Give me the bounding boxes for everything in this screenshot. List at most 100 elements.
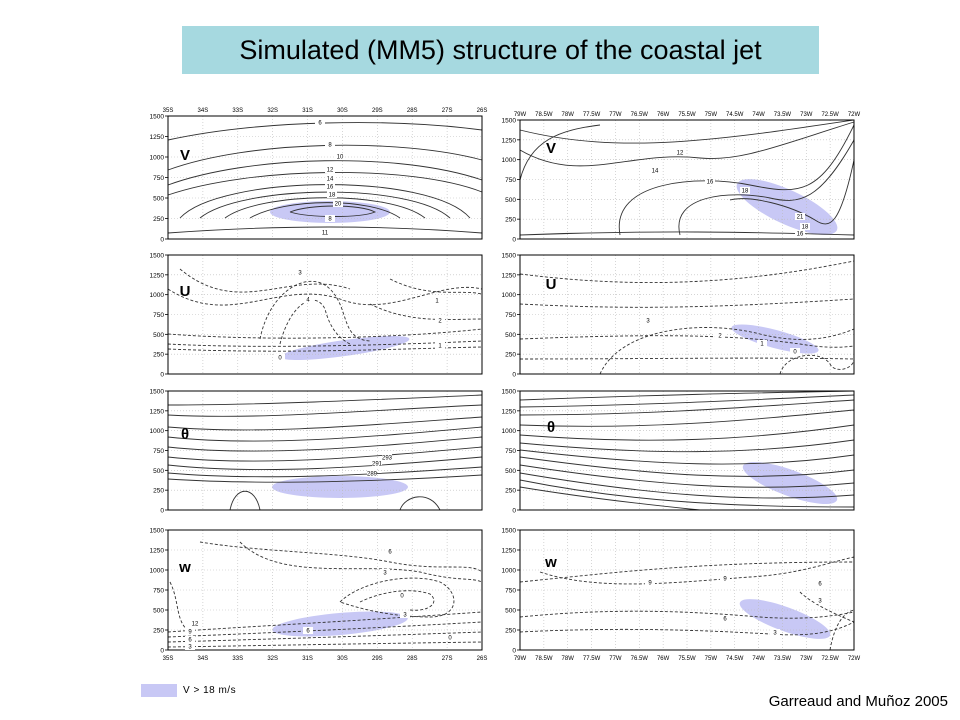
plot-group: 1500 1250 1000 750 500 250 0 3 2 1 0 bbox=[502, 253, 855, 379]
contour-label-bg bbox=[327, 191, 337, 198]
panel-right-v: 1500 1250 1000 750 500 250 0 79W 78.5W 78W 77.5W 77… bbox=[500, 100, 862, 245]
y-tick-label: 1000 bbox=[150, 292, 165, 299]
contour-line bbox=[519, 231, 855, 236]
contour-label-bg bbox=[645, 579, 655, 586]
contour-line bbox=[167, 287, 483, 306]
contour-label-bg bbox=[320, 229, 330, 236]
y-tick-label: 1000 bbox=[150, 155, 165, 162]
contour-line bbox=[519, 357, 855, 360]
x-tick-label: 74.5W bbox=[726, 112, 744, 118]
contour-line bbox=[179, 268, 351, 293]
y-tick-label: 500 bbox=[505, 332, 516, 339]
contour-label: 18 bbox=[742, 189, 749, 195]
jet-region bbox=[272, 611, 408, 637]
y-tick-label: 0 bbox=[160, 372, 164, 379]
contour-label: 9 bbox=[723, 577, 727, 583]
contour-label-bg bbox=[325, 183, 335, 190]
contour-label: 18 bbox=[802, 225, 809, 231]
panel-variable-label: θ bbox=[547, 419, 555, 436]
contour-line bbox=[779, 354, 855, 375]
contour-label-bg bbox=[385, 548, 395, 555]
x-tick-label: 33S bbox=[232, 108, 243, 114]
contour-line bbox=[519, 472, 855, 499]
contour-line bbox=[389, 278, 483, 295]
y-tick-label: 750 bbox=[153, 312, 164, 319]
contour-line bbox=[229, 491, 261, 511]
contour-label: 1 bbox=[438, 344, 442, 350]
contour-label: 289 bbox=[367, 472, 378, 478]
contour-line bbox=[519, 449, 855, 465]
contour-label-bg bbox=[815, 580, 825, 587]
contour-line bbox=[829, 609, 855, 651]
contour-line bbox=[167, 160, 483, 186]
x-tick-label: 77.5W bbox=[583, 656, 601, 662]
panel-variable-label: w bbox=[544, 554, 557, 571]
contour-label: 9 bbox=[188, 630, 192, 636]
contour-label: 3 bbox=[773, 631, 777, 637]
contour-label: 14 bbox=[327, 177, 334, 183]
x-tick-label: 35S bbox=[163, 108, 174, 114]
y-tick-label: 750 bbox=[153, 175, 164, 182]
x-tick-label: 32S bbox=[267, 108, 278, 114]
contour-label-bg bbox=[705, 178, 715, 185]
contour-line bbox=[167, 466, 483, 478]
contour-label: 6 bbox=[388, 550, 392, 556]
panel-variable-label: w bbox=[178, 559, 191, 576]
y-tick-label: 1500 bbox=[150, 389, 165, 396]
x-tick-label: 31S bbox=[302, 108, 313, 114]
contour-label: 11 bbox=[322, 231, 329, 237]
y-tick-label: 1000 bbox=[150, 428, 165, 435]
y-tick-label: 1500 bbox=[150, 253, 165, 260]
y-tick-label: 250 bbox=[505, 217, 516, 224]
y-tick-label: 1250 bbox=[502, 548, 517, 555]
y-tick-label: 750 bbox=[505, 177, 516, 184]
contour-label: 21 bbox=[797, 215, 804, 221]
contour-line bbox=[167, 474, 483, 483]
y-tick-label: 750 bbox=[505, 312, 516, 319]
x-tick-label: 29S bbox=[372, 656, 383, 662]
contour-label-bg bbox=[190, 620, 200, 627]
contour-label: 20 bbox=[335, 202, 342, 208]
contour-line bbox=[359, 590, 435, 611]
y-tick-label: 0 bbox=[512, 372, 516, 379]
x-tick-label: 30S bbox=[337, 656, 348, 662]
contour-line bbox=[519, 439, 855, 453]
contour-label-bg bbox=[185, 628, 195, 635]
x-tick-label: 79W bbox=[514, 112, 527, 118]
contour-line bbox=[199, 191, 451, 219]
panel-right-w: 1500 1250 1000 750 500 250 0 79W 78.5W 78W 77.5W 77… bbox=[500, 522, 862, 667]
contour-label-bg bbox=[790, 348, 800, 355]
x-tick-label: 26S bbox=[477, 656, 488, 662]
contour-label: 3 bbox=[403, 613, 407, 619]
x-tick-label: 76W bbox=[657, 656, 670, 662]
x-tick-label: 72W bbox=[848, 656, 861, 662]
contour-line bbox=[167, 641, 483, 648]
contour-label: 6 bbox=[318, 121, 322, 127]
contour-line bbox=[519, 424, 855, 441]
x-tick-label: 72.5W bbox=[821, 656, 839, 662]
y-tick-label: 1500 bbox=[502, 118, 517, 125]
x-tick-label: 77W bbox=[609, 656, 622, 662]
contour-label: 16 bbox=[327, 185, 334, 191]
contour-label-bg bbox=[325, 141, 335, 148]
contour-line bbox=[678, 139, 855, 236]
contour-label-bg bbox=[815, 597, 825, 604]
y-tick-label: 250 bbox=[153, 628, 164, 635]
contour-label-bg bbox=[367, 470, 377, 477]
plot-group: 1500 1250 1000 750 500 250 0 35S 34S 33S 32S 31S 30S… bbox=[150, 108, 488, 244]
contour-label-bg bbox=[303, 296, 313, 303]
contour-label: 6 bbox=[188, 638, 192, 644]
contour-label: 0 bbox=[400, 594, 404, 600]
contour-label: 14 bbox=[652, 169, 659, 175]
contour-line bbox=[167, 404, 483, 417]
y-tick-label: 750 bbox=[153, 588, 164, 595]
x-tick-label: 76.5W bbox=[631, 112, 649, 118]
contour-label-bg bbox=[432, 297, 442, 304]
panel-variable-label: V bbox=[546, 140, 556, 157]
contour-label: 0 bbox=[278, 356, 282, 362]
contour-line bbox=[167, 426, 483, 442]
contour-label: 293 bbox=[382, 456, 393, 462]
contour-label-bg bbox=[315, 119, 325, 126]
contour-label-bg bbox=[715, 332, 725, 339]
